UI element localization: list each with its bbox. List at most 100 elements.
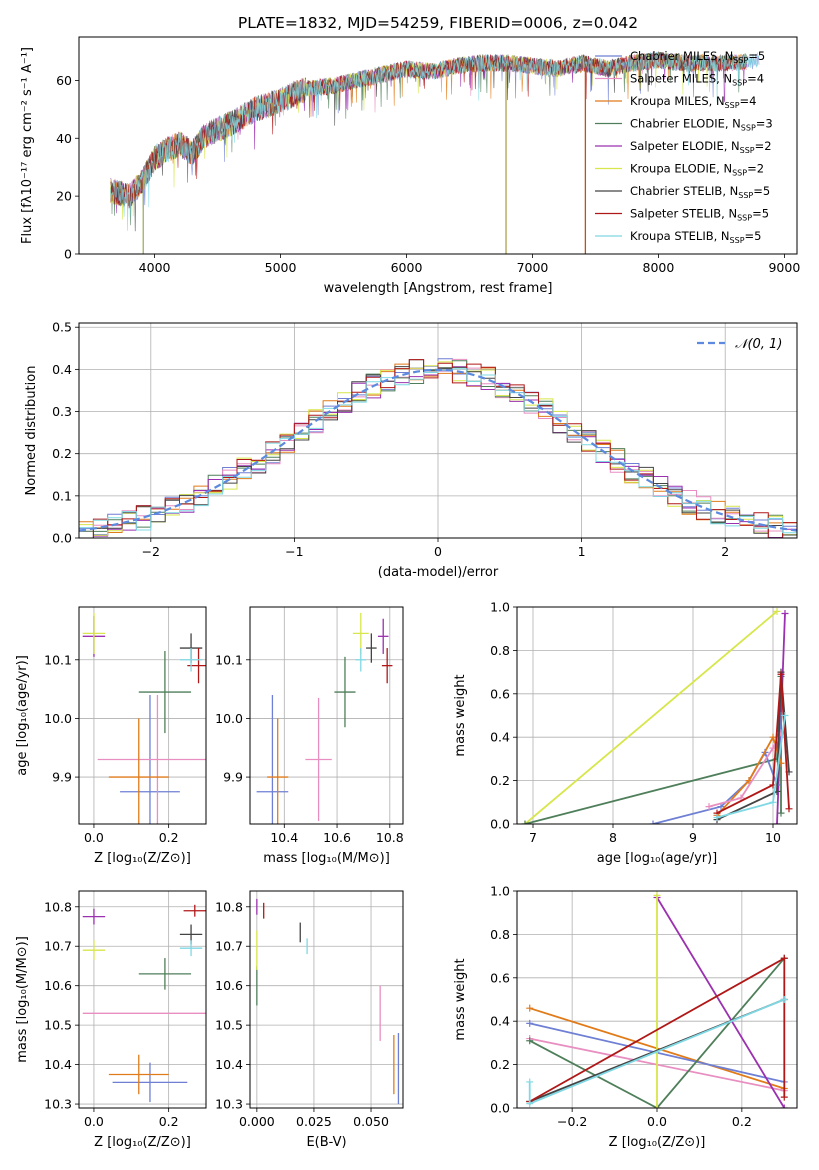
normal-reference-curve [79,368,797,532]
weight-marker [781,610,789,618]
axes-frame [78,322,798,539]
weight-marker [526,1100,534,1108]
legend-label-text: Kroupa MILES, N [630,94,725,108]
weight-line [716,734,782,816]
y-tick-label: 9.9 [52,770,72,785]
x-tick-label: 0.050 [353,1114,389,1129]
x-tick-label: 0.025 [296,1114,332,1129]
weight-line [652,715,782,824]
y-tick-label: 1.0 [490,600,510,615]
plot-area [110,51,760,254]
x-tick-label: 9 [689,830,697,845]
x-axis-label: Z [log₁₀(Z/Z⊙)] [609,1135,706,1150]
weight-marker [780,954,788,962]
y-tick-label: 10.7 [44,939,72,954]
legend-label: Chabrier MILES, NSSP=5 [630,49,765,65]
y-tick-label: 0.2 [490,773,510,788]
x-axis-label: mass [log₁₀(M/M⊙)] [263,851,390,866]
panel-age-vs-mass: 10.4 10.6 10.8 9.9 10.0 10.1 mass [log₁₀(M/M⊙)… [215,606,404,866]
legend-label-count: =5 [748,49,765,63]
y-tick-label: 40 [56,131,72,146]
legend-label-count: =4 [747,72,764,86]
weight-marker [781,712,789,719]
x-axis-label: (data-model)/error [378,565,499,580]
legend-label-text: Kroupa ELODIE, N [630,162,732,176]
weight-marker [777,809,785,817]
x-tick-label: 7000 [517,260,549,275]
x-tick-label: 0.0 [84,830,104,845]
legend-label-count: =5 [752,207,769,221]
weight-marker [653,1104,661,1108]
weight-marker [780,996,788,1003]
x-tick-label: 10.6 [323,830,351,845]
axes-frame [516,606,798,825]
y-tick-label: 0 [64,247,72,262]
panel-weight-vs-age: 7 8 9 10 0.0 0.2 0.4 0.6 0.8 1.0 age [log₁₀(age/yr… [453,600,798,866]
x-axis-label: Z [log₁₀(Z/Z⊙)] [94,851,191,866]
weight-line [529,957,785,1108]
x-tick-label: 5000 [265,260,297,275]
y-tick-label: 10.5 [215,1018,243,1033]
y-tick-label: 0.4 [52,362,72,377]
x-axis-label: age [log₁₀(age/yr)] [597,851,718,866]
x-tick-label: 0.2 [732,1114,752,1129]
legend-label-sub: SSP [740,146,755,155]
legend-label-count: =5 [753,184,770,198]
x-tick-label: 1 [578,544,586,559]
y-tick-label: 0.2 [52,446,72,461]
plot-area [521,607,793,824]
x-tick-label: −1 [285,544,303,559]
legend-label: Salpeter STELIB, NSSP=5 [630,207,769,223]
y-tick-label: 0.6 [490,686,510,701]
y-axis-label: Normed distribution [24,366,39,496]
x-tick-label: 0.000 [239,1114,275,1129]
legend-label-sub: SSP [733,56,748,65]
y-tick-label: 20 [56,189,72,204]
x-tick-label: −2 [142,544,160,559]
weight-marker [773,607,781,615]
legend-label-text: Salpeter MILES, N [630,72,732,86]
plot-area [526,891,788,1108]
x-tick-label: 8 [609,830,617,845]
y-tick-label: 1.0 [490,884,510,899]
plot-area [79,358,797,538]
legend-label-text: Chabrier ELODIE, N [630,117,741,131]
legend-label-sub: SSP [737,214,752,223]
y-tick-label: 10.3 [44,1097,72,1112]
y-axis-label: Flux [fλ10⁻¹⁷ erg cm⁻² s⁻¹ A⁻¹] [20,47,35,244]
x-tick-label: 10.8 [376,830,404,845]
y-tick-label: 10.6 [44,978,72,993]
y-tick-label: 0.3 [52,404,72,419]
plot-area [256,898,400,1105]
x-tick-label: 6000 [391,260,423,275]
chart-title: PLATE=1832, MJD=54259, FIBERID=0006, z=0… [238,14,638,32]
x-tick-label: 4000 [139,260,171,275]
y-tick-label: 10.8 [44,899,72,914]
x-tick-label: 0 [434,544,442,559]
y-tick-label: 0.0 [490,817,510,832]
x-tick-label: 9000 [768,260,800,275]
legend-label-count: =2 [755,139,772,153]
axes-frame [249,606,404,825]
histogram-step [79,368,797,534]
y-axis-label: mass [log₁₀(M/M⊙)] [15,936,30,1063]
legend-label: Kroupa ELODIE, NSSP=2 [630,162,764,178]
y-tick-label: 0.6 [490,970,510,985]
weight-marker [780,1093,788,1101]
legend-label: Salpeter ELODIE, NSSP=2 [630,139,772,155]
y-tick-label: 10.7 [215,939,243,954]
legend-label: Kroupa STELIB, NSSP=5 [630,229,761,245]
y-tick-label: 10.0 [44,711,72,726]
panel-spectrum: 4000 5000 6000 7000 8000 9000 0 20 40 60 wavelengt… [20,14,800,296]
plot-area [82,904,206,1103]
x-axis-label: E(B-V) [306,1135,346,1150]
axes-frame [516,890,798,1109]
x-tick-label: 0.2 [159,830,179,845]
y-tick-label: 10.0 [215,711,243,726]
x-axis-label: Z [log₁₀(Z/Z⊙)] [94,1135,191,1150]
x-axis-label: wavelength [Angstrom, rest frame] [324,281,553,296]
y-tick-label: 10.6 [215,978,243,993]
legend-label-sub: SSP [732,169,747,178]
x-tick-label: 10 [765,830,781,845]
weight-line [524,610,778,824]
